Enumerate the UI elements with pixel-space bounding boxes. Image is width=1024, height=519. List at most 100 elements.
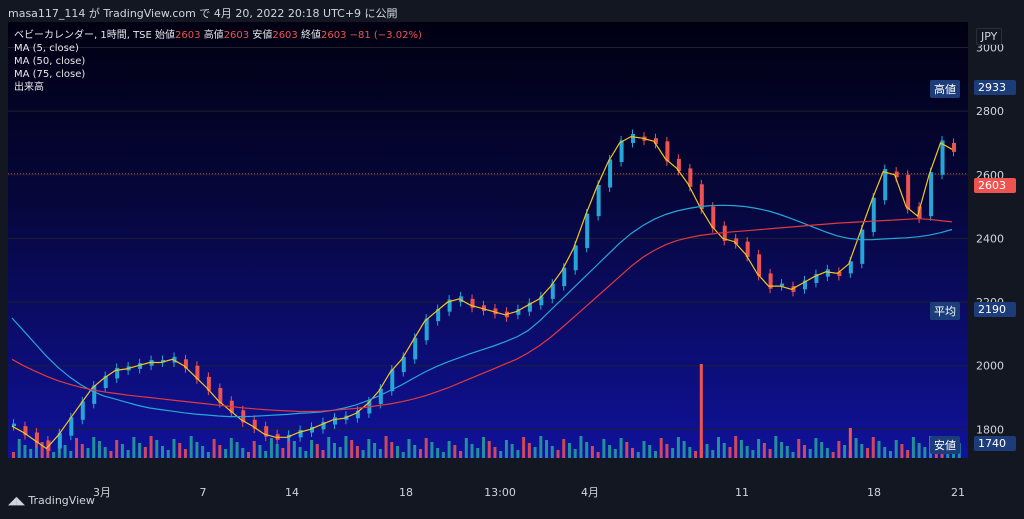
volume-bar [212, 439, 216, 458]
candle-body [23, 426, 28, 436]
candle-body [653, 138, 658, 144]
volume-bar [332, 443, 336, 458]
volume-bar [218, 445, 222, 458]
price-tick-label: 2000 [976, 360, 1004, 373]
candle-body [619, 140, 624, 163]
volume-bar [310, 440, 314, 458]
volume-bar [642, 441, 646, 458]
volume-bar [768, 449, 772, 458]
candle-body [103, 375, 108, 388]
candle-body [436, 309, 441, 322]
candle-body [837, 271, 842, 276]
volume-bar [275, 444, 279, 458]
volume-bar [350, 440, 354, 458]
high-marker-value: 2933 [974, 80, 1016, 95]
avg-marker-value: 2190 [974, 302, 1016, 317]
volume-bar [161, 446, 165, 458]
volume-bar [103, 447, 107, 458]
volume-bar [418, 449, 422, 458]
volume-bar [436, 448, 440, 458]
volume-bar [189, 436, 193, 458]
volume-bar [510, 444, 514, 458]
volume-bar [92, 437, 96, 458]
volume-spike-bar [848, 428, 852, 458]
volume-bar [894, 440, 898, 458]
price-scale[interactable]: 1800200022002400260028003000 [968, 22, 1024, 480]
candle-body [734, 238, 739, 245]
candle-body [791, 286, 796, 292]
volume-bar [149, 436, 153, 458]
candle-body [206, 376, 211, 391]
candle-body [355, 410, 360, 419]
candlestick-chart[interactable] [8, 22, 968, 458]
volume-bar [671, 448, 675, 458]
volume-bar [195, 442, 199, 458]
volume-bar [653, 451, 657, 458]
time-scale[interactable]: 3月 7 14 18 13:00 4月 11 18 21 [0, 480, 1024, 515]
candle-body [390, 369, 395, 392]
volume-bar [688, 447, 692, 458]
volume-bar [69, 451, 73, 458]
candle-body [115, 367, 120, 379]
low-marker-label: 安値 [934, 439, 956, 452]
tradingview-logo[interactable]: ◢◣ TradingView [8, 494, 95, 507]
volume-bar [533, 447, 537, 458]
volume-bar [883, 447, 887, 458]
high-value: 2603 [223, 30, 250, 41]
volume-bar [361, 450, 365, 458]
volume-bar [493, 447, 497, 458]
volume-bar [837, 441, 841, 458]
currency-button[interactable]: JPY [976, 28, 1003, 45]
legend-indicator-ma50[interactable]: MA (50, close) [14, 56, 86, 67]
volume-bar [287, 437, 291, 458]
volume-bar [906, 450, 910, 458]
legend-indicator-ma5[interactable]: MA (5, close) [14, 43, 79, 54]
volume-bar [447, 441, 451, 458]
volume-bar [825, 448, 829, 458]
candle-body [401, 356, 406, 373]
candle-body [573, 245, 578, 271]
volume-bar [843, 445, 847, 458]
volume-bar [338, 447, 342, 458]
candle-body [161, 359, 166, 363]
volume-bar [717, 437, 720, 458]
candle-body [631, 134, 636, 143]
candle-body [252, 419, 257, 429]
volume-bar [281, 448, 285, 458]
symbol-name[interactable]: ベビーカレンダー, 1時間, TSE [14, 30, 152, 41]
volume-bar [579, 436, 583, 458]
volume-bar [539, 436, 543, 458]
volume-bar [459, 451, 463, 458]
candle-body [424, 318, 429, 341]
chart-legend: ベビーカレンダー, 1時間, TSE 始値2603 高値2603 安値2603 … [14, 29, 422, 94]
volume-bar [590, 446, 594, 458]
time-tick-label: 7 [200, 486, 207, 499]
ma50-line [11, 204, 953, 418]
last-price-text: 2603 [978, 179, 1006, 192]
candle-body [848, 261, 853, 274]
chart-plot-area[interactable] [8, 22, 968, 458]
volume-bar [247, 452, 250, 458]
volume-bar [235, 442, 239, 458]
volume-bar [441, 452, 445, 458]
volume-bar [424, 438, 428, 458]
volume-bar [946, 450, 950, 458]
volume-bar [757, 439, 761, 458]
volume-bar [911, 437, 915, 458]
volume-spike-bar [699, 364, 703, 458]
volume-bar [201, 446, 205, 458]
volume-bar [396, 446, 400, 458]
candle-body [69, 417, 74, 436]
legend-indicator-ma75[interactable]: MA (75, close) [14, 69, 86, 80]
low-label: 安値 [252, 30, 273, 41]
candle-body [447, 299, 452, 312]
time-tick-label: 11 [735, 486, 749, 499]
candle-body [378, 388, 383, 404]
volume-bar [820, 442, 824, 458]
legend-indicator-volume[interactable]: 出来高 [14, 82, 44, 93]
volume-bar [80, 444, 84, 458]
candle-body [688, 168, 693, 187]
candle-body [550, 283, 555, 299]
open-value: 2603 [175, 30, 201, 41]
high-label: 高値 [203, 30, 224, 41]
